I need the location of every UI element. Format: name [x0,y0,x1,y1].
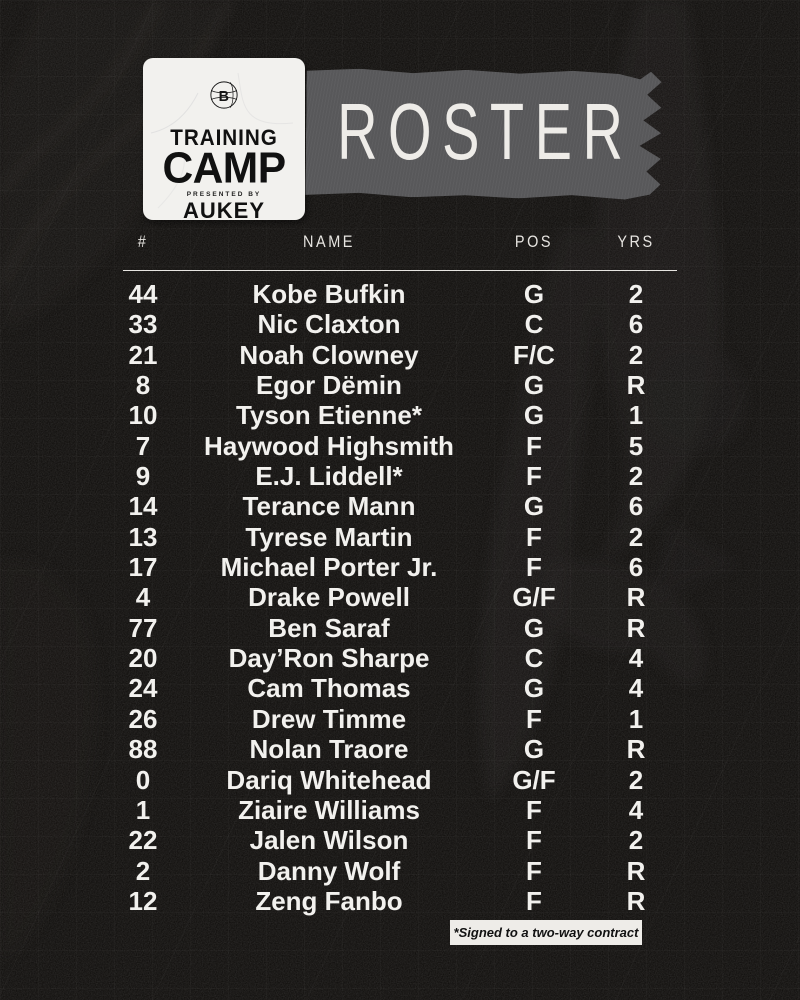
svg-text:B: B [219,89,229,105]
